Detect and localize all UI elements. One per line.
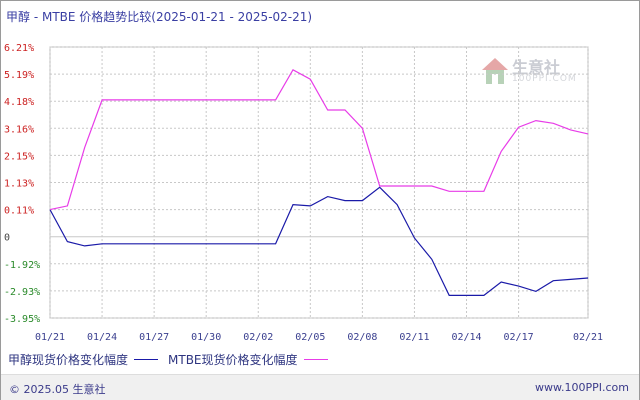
y-tick-label: 3.16% bbox=[4, 124, 34, 135]
house-icon bbox=[482, 58, 508, 84]
y-tick-label: -1.92% bbox=[4, 260, 40, 271]
x-tick-label: 02/05 bbox=[295, 332, 325, 343]
legend-label-mtbe: MTBE现货价格变化幅度 bbox=[168, 353, 298, 367]
y-tick-label: 6.21% bbox=[4, 43, 34, 54]
y-tick-label: 0.11% bbox=[4, 206, 34, 217]
x-tick-label: 02/14 bbox=[451, 332, 481, 343]
grid bbox=[49, 46, 589, 319]
legend-swatch-mtbe bbox=[303, 359, 328, 360]
x-tick-label: 01/30 bbox=[191, 332, 221, 343]
footer-bar: © 2025.05 生意社 www.100PPI.com bbox=[1, 374, 639, 400]
y-tick-label: 5.19% bbox=[4, 70, 34, 81]
y-tick-label: 1.13% bbox=[4, 179, 34, 190]
x-tick-label: 01/27 bbox=[139, 332, 169, 343]
x-tick-label: 02/11 bbox=[399, 332, 429, 343]
x-tick-label: 01/24 bbox=[87, 332, 117, 343]
x-axis-ticks: 01/21 01/24 01/27 01/30 02/02 02/05 02/08 02/11… bbox=[35, 332, 603, 343]
x-tick-label: 02/17 bbox=[504, 332, 534, 343]
footer-copyright: © 2025.05 生意社 bbox=[9, 383, 106, 396]
legend-item-mtbe: MTBE现货价格变化幅度 bbox=[168, 351, 328, 368]
x-tick-label: 01/21 bbox=[35, 332, 65, 343]
x-tick-label: 02/21 bbox=[573, 332, 603, 343]
series-line-mtbe bbox=[49, 68, 589, 211]
series-line-methanol bbox=[49, 186, 589, 296]
y-tick-label: -2.93% bbox=[4, 287, 40, 298]
legend-item-methanol: 甲醇现货价格变化幅度 bbox=[8, 351, 159, 368]
y-tick-label: 2.15% bbox=[4, 151, 34, 162]
x-tick-label: 02/08 bbox=[347, 332, 377, 343]
legend-label-methanol: 甲醇现货价格变化幅度 bbox=[8, 353, 129, 367]
footer-website-link[interactable]: www.100PPI.com bbox=[535, 381, 629, 394]
y-tick-label: -3.95% bbox=[4, 314, 40, 325]
watermark-logo: 生意社 100PPI.COM bbox=[478, 52, 588, 92]
x-tick-label: 02/02 bbox=[243, 332, 273, 343]
watermark-text: 生意社 bbox=[512, 58, 561, 77]
legend: 甲醇现货价格变化幅度 MTBE现货价格变化幅度 bbox=[8, 351, 338, 368]
y-tick-label: 4.18% bbox=[4, 97, 34, 108]
series-lines bbox=[49, 68, 589, 296]
watermark-subtext: 100PPI.COM bbox=[512, 74, 577, 84]
chart-title: 甲醇 - MTBE 价格趋势比较(2025-01-21 - 2025-02-21… bbox=[6, 10, 313, 24]
y-axis-ticks: 6.21% 5.19% 4.18% 3.16% 2.15% 1.13% 0.11% 0 -1.9… bbox=[4, 43, 40, 325]
legend-swatch-methanol bbox=[134, 359, 159, 360]
y-tick-label: 0 bbox=[4, 233, 10, 244]
